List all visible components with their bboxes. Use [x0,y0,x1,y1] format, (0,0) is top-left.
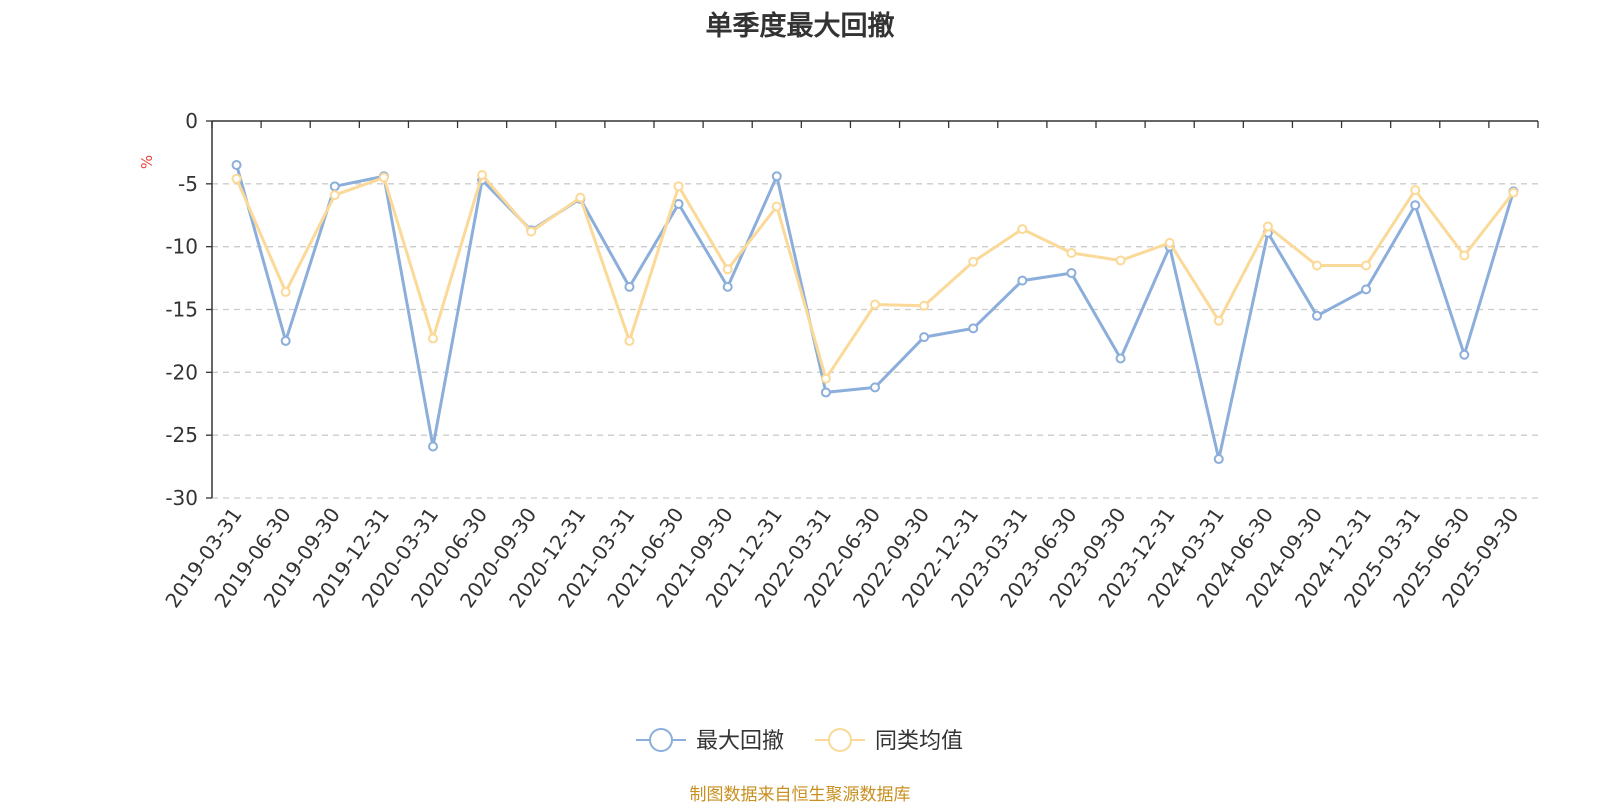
legend-label: 同类均值 [875,729,963,754]
data-point [280,335,291,346]
data-point [870,299,880,310]
data-point [673,198,684,209]
data-point [428,441,438,452]
data-point [329,190,340,201]
y-tick-label: -15 [165,298,198,322]
data-point [919,300,930,311]
data-point [1361,284,1372,295]
y-tick-label: -20 [165,360,198,384]
legend-marker [828,728,852,752]
data-point [722,264,733,275]
data-point [1508,187,1519,198]
data-point [1410,185,1421,196]
data-point [1361,260,1372,271]
data-point [1312,310,1322,321]
data-point [1017,224,1028,235]
legend-marker [649,728,673,752]
data-point [673,181,684,192]
series-lines [231,159,1519,465]
data-point [1066,247,1077,258]
data-point [624,281,635,292]
chart-title: 单季度最大回撤 [705,11,895,42]
data-point [1213,454,1224,465]
data-point [820,373,831,384]
data-point [378,172,389,183]
y-tick-label: -10 [165,235,198,259]
data-point [1410,200,1421,211]
data-point [1017,275,1028,286]
data-point [624,335,635,346]
legend-item-2[interactable]: 同类均值 [815,728,963,754]
data-point [1066,268,1077,279]
x-tick-labels: 2019-03-312019-06-302019-09-302019-12-31… [160,503,1523,612]
data-point [968,323,979,334]
data-point [1262,221,1273,232]
data-point [526,226,537,237]
y-axis-unit-label: % [138,155,156,169]
source-note: 制图数据来自恒生聚源数据库 [689,785,911,805]
legend-label: 最大回撤 [696,729,784,754]
data-point [231,159,242,170]
legend[interactable]: 最大回撤 同类均值 [636,728,963,754]
y-tick-label: 0 [185,109,198,133]
y-tick-label: -30 [165,486,198,510]
grid-lines [212,183,1538,499]
data-point [1115,255,1126,266]
data-point [870,382,880,393]
series-line-2 [235,173,1515,381]
data-point [280,286,291,297]
data-point [1164,237,1175,248]
data-point [1459,250,1470,261]
axes [206,120,1539,499]
data-point [231,173,242,184]
data-point [1115,353,1126,364]
data-point [919,332,930,343]
legend-item-1[interactable]: 最大回撤 [636,728,784,754]
data-point [771,201,782,212]
data-point [477,170,488,181]
data-point [771,171,782,182]
data-point [575,192,586,203]
data-point [820,387,831,398]
data-point [968,256,979,267]
y-tick-label: -5 [178,172,198,196]
data-point [1213,315,1224,326]
y-tick-labels: 0 -5 -10 -15 -20 -25 -30 [165,109,198,510]
data-point [1459,349,1470,360]
series-line-1 [235,164,1515,461]
data-point [1312,260,1322,271]
data-point [329,181,340,192]
data-point [428,333,438,344]
data-point [722,281,733,292]
y-tick-label: -25 [165,423,198,447]
